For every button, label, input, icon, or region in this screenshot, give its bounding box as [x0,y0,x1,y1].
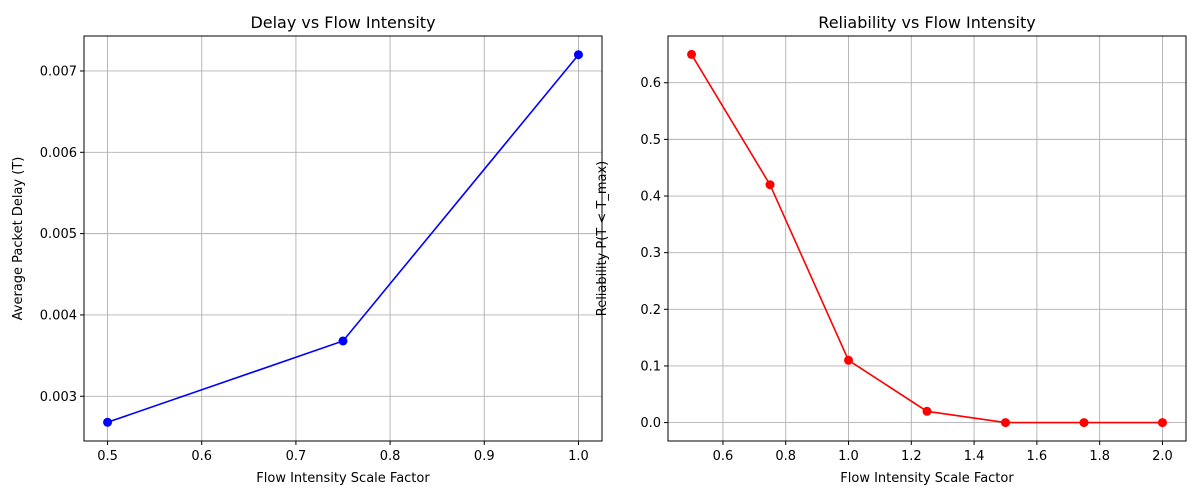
y-tick-label: 0.006 [40,146,77,161]
data-point [1000,418,1010,428]
data-point [573,50,583,60]
data-point [1157,418,1167,428]
data-point [338,336,348,346]
data-point [922,406,932,416]
y-tick-label: 0.005 [40,227,77,242]
data-point [765,180,775,190]
y-tick-label: 0.5 [640,133,661,148]
x-tick-label: 1.6 [1027,449,1048,464]
x-tick-label: 0.6 [191,449,212,464]
y-tick-label: 0.004 [40,308,77,323]
data-point [1079,418,1089,428]
y-axis-label: Average Packet Delay (T) [11,157,26,321]
plot-frame [667,35,1187,442]
x-tick-label: 0.7 [286,449,307,464]
y-tick-label: 0.007 [40,64,77,79]
x-tick-label: 1.4 [964,449,985,464]
y-tick-label: 0.6 [640,76,661,91]
chart-title: Reliability vs Flow Intensity [818,13,1035,32]
x-tick-label: 0.9 [474,449,495,464]
data-point [844,355,854,365]
y-axis-label: Reliability P(T < T_max) [595,161,610,317]
plot-frame [83,35,603,442]
x-tick-label: 1.2 [901,449,922,464]
y-tick-label: 0.4 [640,190,661,205]
data-point [687,49,697,59]
x-tick-label: 0.8 [380,449,401,464]
chart-panel-2: 0.6 0.8 1.0 1.2 1.4 1.6 1.8 2.0 0.0 0.1 0.2 0.3 0.4 0… [595,13,1187,486]
y-tick-label: 0.0 [640,416,661,431]
x-tick-label: 2.0 [1152,449,1173,464]
chart-title: Delay vs Flow Intensity [250,13,435,32]
x-tick-label: 1.8 [1089,449,1110,464]
y-tick-label: 0.1 [640,359,661,374]
y-tick-label: 0.3 [640,246,661,261]
series-line [107,54,580,424]
y-tick-label: 0.2 [640,303,661,318]
x-axis-label: Flow Intensity Scale Factor [256,471,430,486]
x-tick-label: 1.0 [568,449,589,464]
data-point [103,417,113,427]
x-tick-label: 0.8 [775,449,796,464]
chart-panel-1: 0.5 0.6 0.7 0.8 0.9 1.0 0.003 0.004 0.005 0.006 0.… [11,13,603,486]
x-axis-label: Flow Intensity Scale Factor [840,471,1014,486]
series-line [690,53,1163,424]
y-tick-label: 0.003 [40,390,77,405]
x-tick-label: 0.6 [713,449,734,464]
x-tick-label: 1.0 [838,449,859,464]
x-tick-label: 0.5 [97,449,118,464]
